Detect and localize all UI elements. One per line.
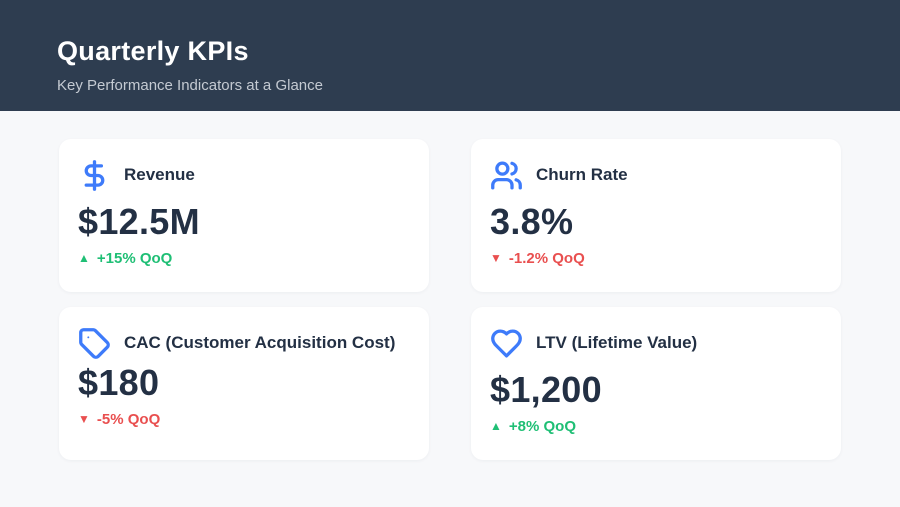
kpi-delta: ▼ -1.2% QoQ — [490, 250, 821, 267]
kpi-label: Churn Rate — [536, 165, 628, 185]
kpi-card-ltv: LTV (Lifetime Value) $1,200 ▲ +8% QoQ — [471, 307, 841, 460]
trend-up-icon: ▲ — [78, 251, 90, 266]
kpi-delta: ▲ +8% QoQ — [490, 418, 821, 435]
dollar-sign-icon — [78, 159, 111, 192]
kpi-label: CAC (Customer Acquisition Cost) — [124, 333, 396, 353]
kpi-delta: ▼ -5% QoQ — [78, 411, 409, 428]
card-header: Revenue — [78, 159, 409, 192]
page-title: Quarterly KPIs — [57, 36, 249, 66]
kpi-delta: ▲ +15% QoQ — [78, 250, 409, 267]
tag-icon — [78, 327, 111, 360]
kpi-delta-text: +15% QoQ — [96, 249, 173, 267]
page-header: Quarterly KPIs Key Performance Indicator… — [0, 0, 900, 111]
kpi-card-revenue: Revenue $12.5M ▲ +15% QoQ — [59, 139, 429, 292]
page-subtitle: Key Performance Indicators at a Glance — [57, 76, 323, 94]
kpi-card-grid: Revenue $12.5M ▲ +15% QoQ Churn Rate 3.8… — [59, 139, 841, 460]
card-header: LTV (Lifetime Value) — [490, 327, 821, 360]
kpi-value: $180 — [78, 362, 160, 403]
heart-icon — [490, 327, 523, 360]
kpi-card-churn-rate: Churn Rate 3.8% ▼ -1.2% QoQ — [471, 139, 841, 292]
kpi-value: 3.8% — [490, 201, 574, 242]
kpi-label: Revenue — [124, 165, 195, 185]
users-icon — [490, 159, 523, 192]
kpi-card-cac: CAC (Customer Acquisition Cost) $180 ▼ -… — [59, 307, 429, 460]
trend-down-icon: ▼ — [490, 251, 502, 266]
trend-down-icon: ▼ — [78, 412, 90, 427]
kpi-value: $1,200 — [490, 369, 602, 410]
card-header: Churn Rate — [490, 159, 821, 192]
card-header: CAC (Customer Acquisition Cost) — [78, 327, 409, 360]
trend-up-icon: ▲ — [490, 419, 502, 434]
kpi-value: $12.5M — [78, 201, 200, 242]
kpi-delta-text: +8% QoQ — [508, 417, 576, 435]
kpi-label: LTV (Lifetime Value) — [536, 333, 698, 353]
kpi-delta-text: -1.2% QoQ — [508, 249, 585, 267]
kpi-delta-text: -5% QoQ — [96, 410, 161, 428]
